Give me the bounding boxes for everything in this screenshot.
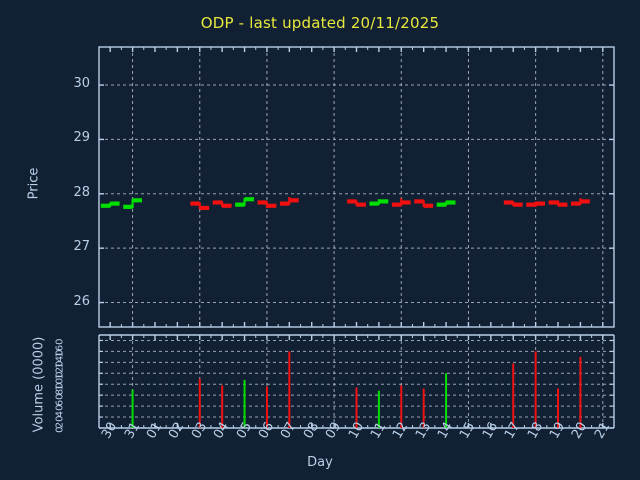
volume-tick-label: 160 [54, 338, 66, 359]
ohlc-bars [100, 197, 590, 211]
volume-bars [131, 351, 582, 428]
chart-title: ODP - last updated 20/11/2025 [200, 14, 440, 32]
price-tick-label: 30 [73, 76, 90, 92]
plot-frame [98, 46, 615, 429]
price-tick-label: 28 [73, 184, 90, 200]
x-axis-label: Day [307, 455, 333, 470]
tick-marks [99, 47, 614, 429]
price-tick-label: 26 [73, 293, 90, 309]
grid-layer [99, 47, 614, 428]
price-tick-label: 27 [73, 239, 90, 255]
price-tick-label: 29 [73, 130, 90, 146]
